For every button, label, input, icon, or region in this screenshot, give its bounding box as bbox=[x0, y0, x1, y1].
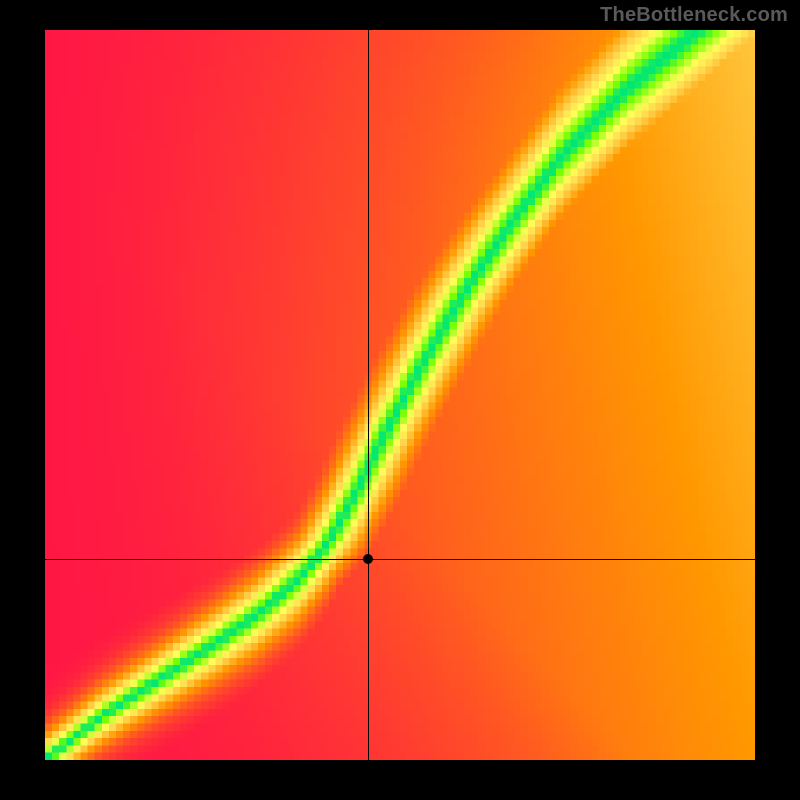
watermark-label: TheBottleneck.com bbox=[600, 4, 788, 27]
chart-container: { "meta": { "source_label": "TheBottlene… bbox=[0, 0, 800, 800]
crosshair-vertical bbox=[368, 30, 369, 760]
crosshair-horizontal bbox=[45, 559, 755, 560]
bottleneck-heatmap bbox=[45, 30, 755, 760]
